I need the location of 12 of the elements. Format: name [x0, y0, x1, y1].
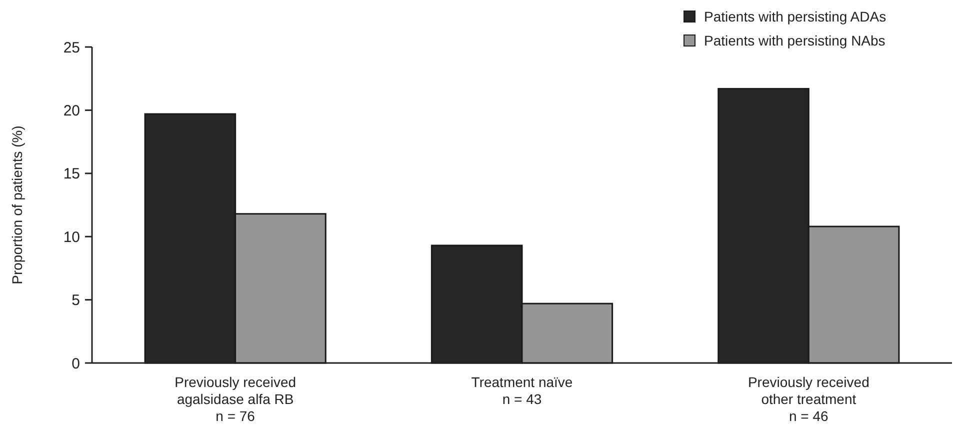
legend-label: Patients with persisting NAbs — [704, 32, 886, 48]
y-tick-label: 20 — [63, 102, 80, 120]
y-axis-title: Proportion of patients (%) — [9, 126, 25, 284]
y-tick-label: 10 — [63, 228, 80, 246]
y-tick-label: 15 — [63, 166, 80, 183]
x-tick-label: Treatment naïve n = 43 — [471, 374, 573, 407]
legend-label: Patients with persisting ADAs — [704, 8, 886, 24]
x-tick-label: Previously received other treatment n = 46 — [748, 374, 870, 424]
y-tick-label: 5 — [72, 292, 80, 310]
x-tick-label: Previously received agalsidase alfa RB n = 76 — [174, 374, 296, 424]
y-tick-label: 0 — [72, 355, 80, 372]
y-tick-label: 25 — [63, 39, 80, 56]
